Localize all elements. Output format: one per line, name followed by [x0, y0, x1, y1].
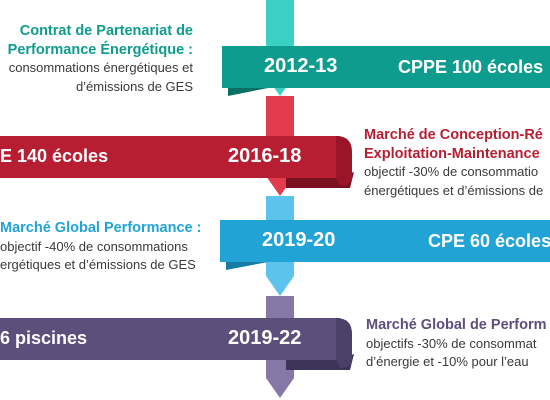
- description-body-line: objectif -30% de consommatio: [364, 164, 539, 179]
- ribbon-2019-20: [220, 220, 550, 262]
- description-body-line: ergétiques et d’émissions de GES: [0, 257, 196, 272]
- program-label-2019-20: CPE 60 écoles: [428, 231, 550, 251]
- description-body-line: d’énergie et -10% pour l’eau: [366, 354, 529, 369]
- program-label-2012-13: CPPE 100 écoles: [398, 57, 544, 77]
- ribbon-2019-22: [0, 318, 340, 360]
- ribbon-fold-2016-18: [286, 172, 354, 188]
- description-2012-13: Contrat de Partenariat de Performance Én…: [8, 22, 193, 96]
- description-title-line: Marché Global de Perform: [366, 317, 547, 333]
- description-title-line: Exploitation-Maintenance: [364, 145, 540, 162]
- description-title-line: Marché de Conception-Ré: [364, 127, 543, 143]
- description-2016-18: Marché de Conception-Ré Exploitation-Mai…: [364, 126, 543, 200]
- year-label-2016-18: 2016-18: [228, 145, 302, 167]
- description-title-line: Contrat de Partenariat de: [19, 23, 193, 39]
- year-label-2019-22: 2019-22: [228, 327, 302, 349]
- program-label-2019-22: 6 piscines: [0, 328, 88, 348]
- description-2019-20: Marché Global Performance : objectif -40…: [0, 219, 201, 275]
- program-label-2016-18: E 140 écoles: [0, 146, 109, 166]
- year-label-2019-20: 2019-20: [262, 229, 336, 251]
- ribbon-curl-2016-18: [336, 136, 352, 186]
- description-body-line: d’émissions de GES: [75, 78, 193, 94]
- ribbon-2016-18: [0, 136, 340, 178]
- ribbon-curl-2019-22: [336, 318, 352, 368]
- description-body-line: objectif -40% de consommations: [0, 238, 188, 254]
- description-title-line: Marché Global Performance :: [0, 220, 202, 236]
- ribbon-2012-13: [222, 46, 550, 88]
- description-body-line: consommations énergétiques et: [8, 60, 193, 75]
- ribbon-fold-2019-22: [286, 354, 354, 370]
- description-body-line: énergétiques et d’émissions de: [364, 182, 544, 198]
- description-title-line: Performance Énergétique :: [7, 41, 193, 58]
- year-label-2012-13: 2012-13: [264, 55, 338, 77]
- description-body-line: objectifs -30% de consommat: [366, 335, 537, 351]
- description-2019-22: Marché Global de Perform objectifs -30% …: [366, 316, 547, 372]
